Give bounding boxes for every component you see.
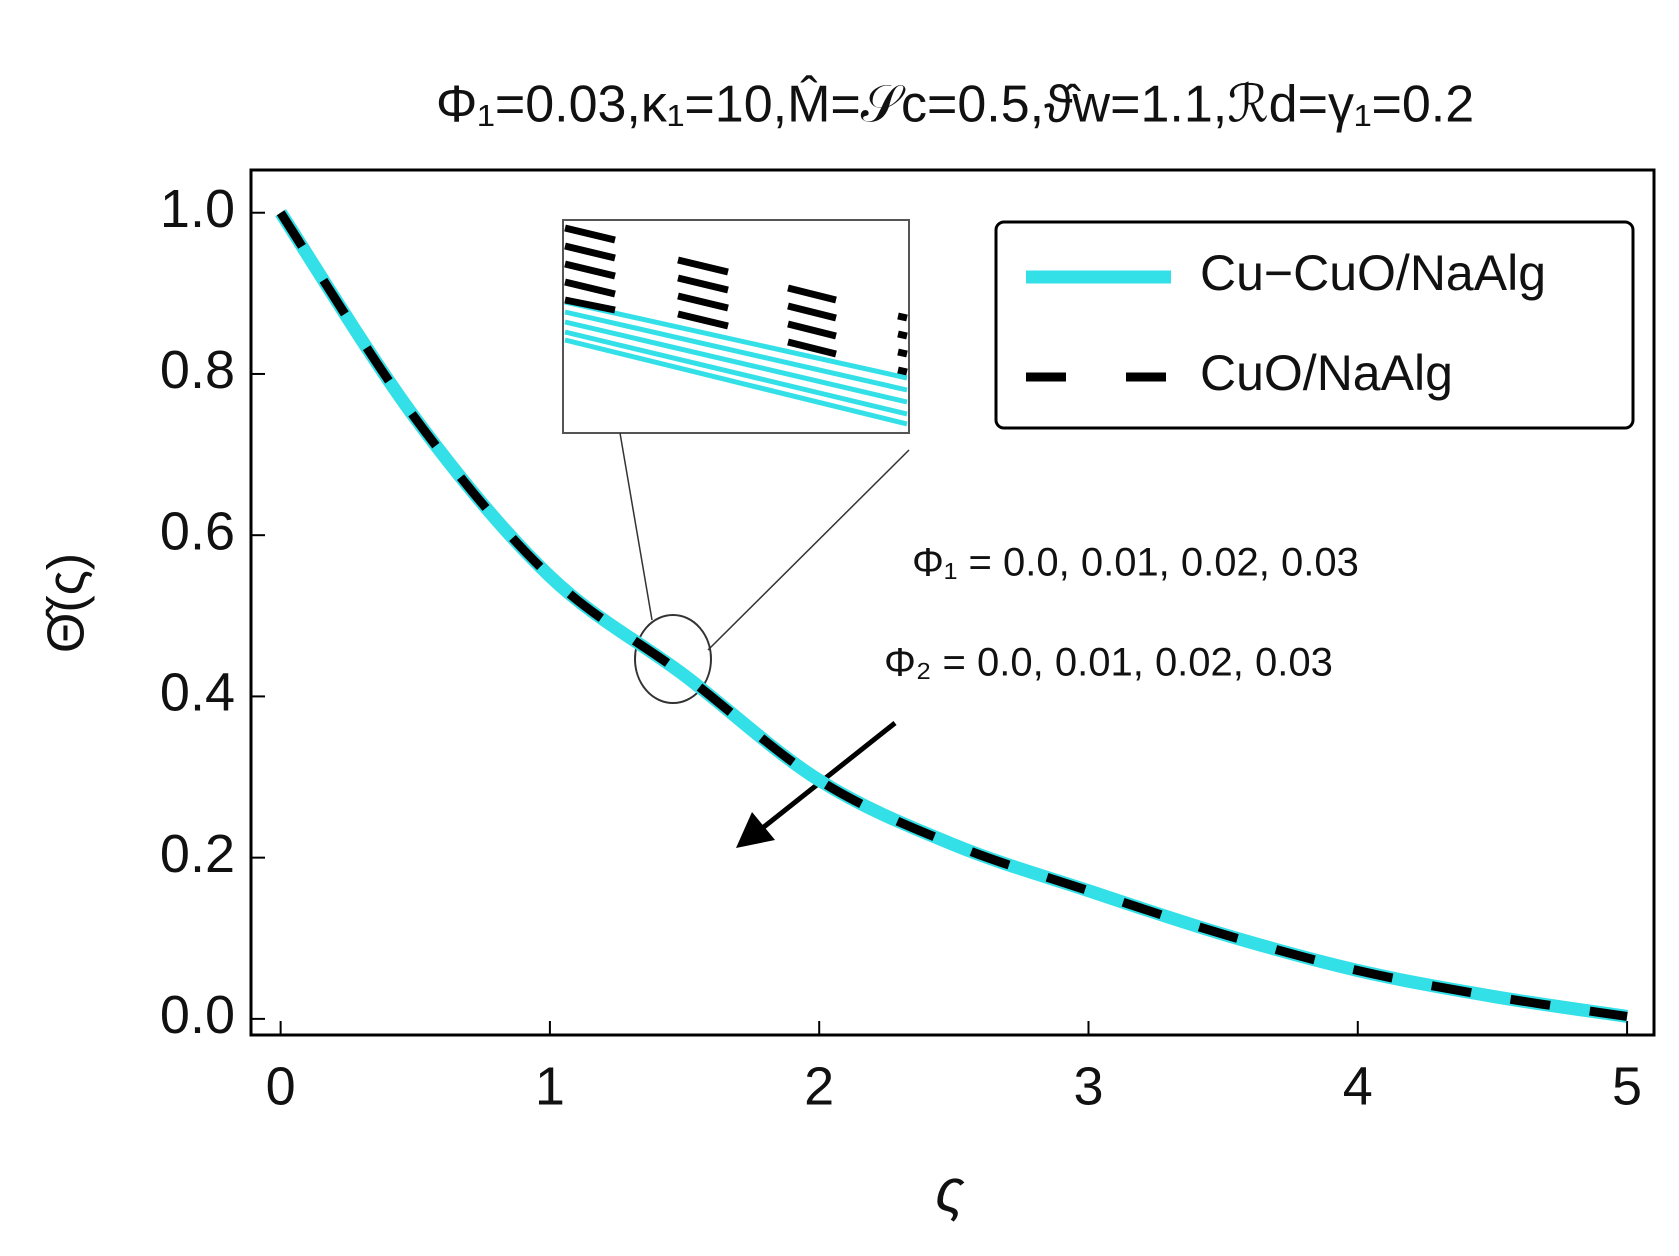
y-tick-label: 0.4: [160, 663, 235, 723]
chart-title: Φ₁=0.03,κ₁=10,M̂=𝒮c=0.5,ϑ̂w=1.1,ℛd=γ₁=0.…: [436, 74, 1474, 134]
x-tick-label: 3: [1073, 1056, 1103, 1116]
x-tick-label: 1: [535, 1056, 565, 1116]
annotation: Φ₂ = 0.0, 0.01, 0.02, 0.03: [884, 641, 1333, 685]
legend-label: CuO/NaAlg: [1200, 345, 1453, 401]
x-tick-label: 2: [804, 1056, 834, 1116]
x-axis-label: ς: [935, 1157, 964, 1224]
y-axis-label: Θ̂(ς): [38, 553, 96, 653]
x-tick-label: 5: [1612, 1056, 1642, 1116]
x-tick-label: 4: [1343, 1056, 1373, 1116]
y-tick-label: 0.0: [160, 985, 235, 1045]
annotation: Φ₁ = 0.0, 0.01, 0.02, 0.03: [912, 541, 1359, 585]
plot-frame: [249, 168, 1656, 1037]
arrow: [736, 721, 897, 848]
legend-label: Cu−CuO/NaAlg: [1200, 245, 1546, 301]
series-line: [276, 210, 1628, 1021]
y-tick-label: 0.2: [160, 824, 235, 884]
x-tick-label: 0: [266, 1056, 296, 1116]
y-tick-label: 0.8: [160, 340, 235, 400]
legend: Cu−CuO/NaAlg CuO/NaAlg: [994, 220, 1635, 430]
inset: [562, 219, 910, 704]
y-tick-label: 1.0: [160, 179, 235, 239]
y-tick-label: 0.6: [160, 501, 235, 561]
